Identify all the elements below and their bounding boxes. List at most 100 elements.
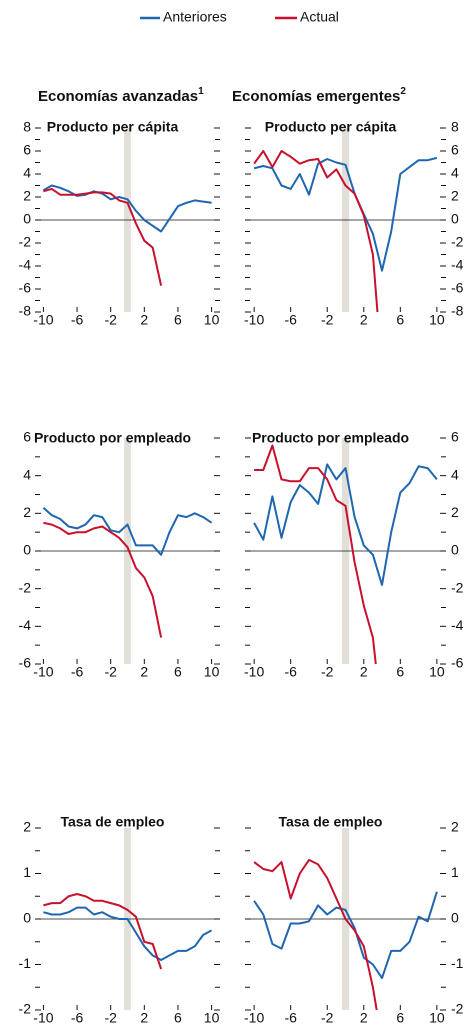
y-tick-label: 0 xyxy=(23,910,31,926)
y-tick-label: 0 xyxy=(23,542,31,558)
y-tick-label: -2 xyxy=(451,579,464,595)
x-tick-label: 10 xyxy=(204,1010,220,1026)
y-tick-label: 6 xyxy=(451,429,459,445)
y-tick-label: -2 xyxy=(451,1001,464,1017)
x-tick-label: -6 xyxy=(284,1010,297,1026)
x-tick-label: 10 xyxy=(204,312,220,328)
x-tick-label: 2 xyxy=(140,312,148,328)
y-tick-label: 6 xyxy=(23,142,31,158)
y-tick-label: -2 xyxy=(19,234,32,250)
x-tick-label: 6 xyxy=(396,1010,404,1026)
y-tick-label: -4 xyxy=(19,617,32,633)
y-tick-label: 0 xyxy=(451,542,459,558)
legend-label: Actual xyxy=(300,9,339,25)
series-line xyxy=(253,463,438,586)
column-note: 1 xyxy=(198,86,204,97)
x-tick-label: 2 xyxy=(360,664,368,680)
y-tick-label: 0 xyxy=(451,910,459,926)
x-tick-label: -10 xyxy=(244,664,264,680)
x-tick-label: -10 xyxy=(244,1010,264,1026)
panel-title: Producto por empleado xyxy=(252,430,409,446)
y-tick-label: -4 xyxy=(19,257,32,273)
x-tick-label: 10 xyxy=(204,664,220,680)
x-tick-label: -6 xyxy=(284,312,297,328)
series-line xyxy=(43,187,163,286)
x-tick-label: 10 xyxy=(429,1010,445,1026)
series-line xyxy=(253,156,438,272)
x-tick-label: -6 xyxy=(71,312,84,328)
y-tick-label: -6 xyxy=(451,280,464,296)
x-tick-label: 6 xyxy=(174,1010,182,1026)
y-tick-label: 2 xyxy=(451,188,459,204)
series-line xyxy=(43,906,213,961)
y-tick-label: -6 xyxy=(19,280,32,296)
y-tick-label: -1 xyxy=(19,955,32,971)
series-line xyxy=(43,893,163,970)
x-tick-label: -2 xyxy=(321,1010,334,1026)
y-tick-label: -8 xyxy=(19,303,32,319)
x-tick-label: -2 xyxy=(104,312,117,328)
x-tick-label: 2 xyxy=(360,312,368,328)
y-tick-label: -6 xyxy=(451,655,464,671)
series-line xyxy=(253,891,438,980)
y-tick-label: 2 xyxy=(23,819,31,835)
y-tick-label: -8 xyxy=(451,303,464,319)
y-tick-label: -1 xyxy=(451,955,464,971)
series-line xyxy=(253,150,379,312)
y-tick-label: -4 xyxy=(451,257,464,273)
x-tick-label: -6 xyxy=(71,664,84,680)
y-tick-label: 6 xyxy=(23,429,31,445)
y-tick-label: 0 xyxy=(23,211,31,227)
y-tick-label: 2 xyxy=(23,188,31,204)
column-title-text: Economías avanzadas xyxy=(38,88,198,105)
series-line xyxy=(254,444,377,664)
column-title: Economías emergentes2 xyxy=(232,86,406,105)
y-tick-label: 6 xyxy=(451,142,459,158)
y-tick-label: 4 xyxy=(23,165,31,181)
x-tick-label: -2 xyxy=(321,664,334,680)
x-tick-label: -2 xyxy=(104,664,117,680)
panel-title: Tasa de empleo xyxy=(60,814,164,830)
series-line xyxy=(42,184,212,233)
series-line xyxy=(253,858,378,1010)
y-tick-label: -4 xyxy=(451,617,464,633)
panel-title: Producto por empleado xyxy=(34,430,191,446)
y-tick-label: -6 xyxy=(19,655,32,671)
x-tick-label: -10 xyxy=(33,312,53,328)
x-tick-label: 10 xyxy=(429,312,445,328)
panel-title: Tasa de empleo xyxy=(278,814,382,830)
y-tick-label: 1 xyxy=(23,864,31,880)
x-tick-label: -10 xyxy=(33,1010,53,1026)
x-tick-label: 6 xyxy=(174,664,182,680)
column-note: 2 xyxy=(400,86,406,97)
x-tick-label: -2 xyxy=(321,312,334,328)
x-tick-label: 6 xyxy=(396,664,404,680)
y-tick-label: 2 xyxy=(451,819,459,835)
y-tick-label: 8 xyxy=(451,119,459,135)
y-tick-label: 0 xyxy=(451,211,459,227)
y-tick-label: 2 xyxy=(23,504,31,520)
y-tick-label: -2 xyxy=(19,579,32,595)
panel-title: Producto per cápita xyxy=(265,119,397,135)
y-tick-label: 4 xyxy=(451,466,459,482)
y-tick-label: 4 xyxy=(451,165,459,181)
x-tick-label: -2 xyxy=(104,1010,117,1026)
x-tick-label: 6 xyxy=(396,312,404,328)
x-tick-label: -6 xyxy=(284,664,297,680)
x-tick-label: -6 xyxy=(71,1010,84,1026)
y-tick-label: 1 xyxy=(451,864,459,880)
legend-label: Anteriores xyxy=(163,9,227,25)
x-tick-label: 2 xyxy=(360,1010,368,1026)
y-tick-label: 8 xyxy=(23,119,31,135)
y-tick-label: -2 xyxy=(19,1001,32,1017)
column-title: Economías avanzadas1 xyxy=(38,86,204,105)
y-tick-label: 4 xyxy=(23,466,31,482)
series-line xyxy=(43,521,163,638)
x-tick-label: 2 xyxy=(140,664,148,680)
